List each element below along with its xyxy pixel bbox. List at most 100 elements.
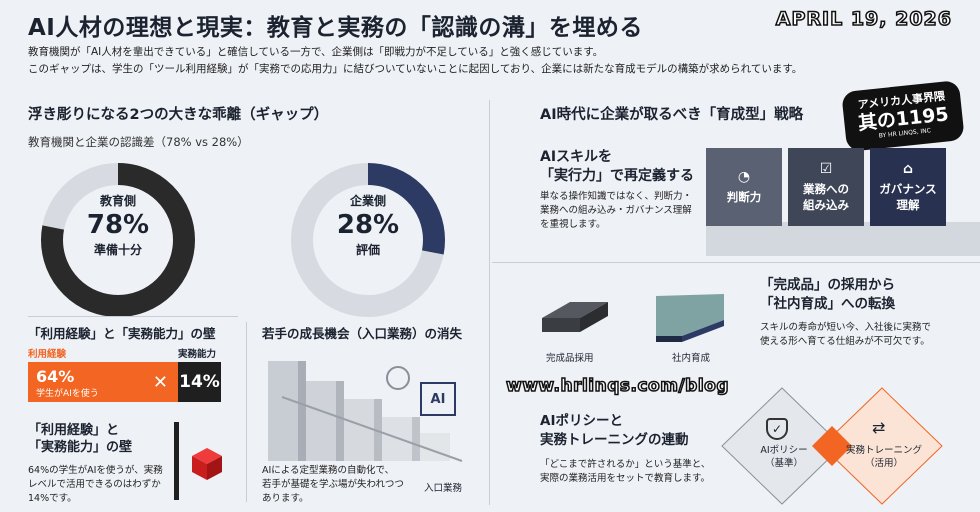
wall-text: 64%の学生がAIを使うが、実務 レベルで活用できるのはわずか 14%です。 [28, 464, 163, 506]
s3-text: 「どこまで許されるか」という基準と、 実際の業務活用をセットで教育します。 [540, 458, 710, 486]
s1-title-line-2: 「実行力」で再定義する [540, 168, 694, 184]
s2-title-line-2: 「社内育成」への転換 [760, 296, 895, 312]
intro-line-2: このギャップは、学生の「ツール利用経験」が「実務での応用力」に結びついていないこ… [28, 63, 803, 75]
skill-box-label: 判断力 [726, 190, 762, 204]
exchange-icon: ⇄ [872, 418, 886, 437]
usage-bar-orange: 64% 学生がAIを使う ✕ [28, 362, 178, 402]
growth-entry-label: 入口業務 [424, 483, 463, 494]
growth-text-line-3: あります。 [262, 493, 309, 504]
s1-text-line-3: を重視します。 [540, 219, 606, 230]
donut-business-arc [291, 163, 445, 317]
growth-text: AIによる定型業務の自動化で、 若手が基礎を学ぶ場が失われつつ あります。 [262, 464, 404, 506]
strategy-heading: AI時代に企業が取るべき「育成型」戦略 [540, 107, 804, 123]
s3-title: AIポリシーと 実務トレーニングの連動 [540, 412, 689, 450]
step-blocks [268, 361, 450, 461]
finished-product-label: 完成品採用 [546, 353, 594, 364]
wall-text-line-2: レベルで活用できるのはわずか [28, 479, 161, 490]
donut-education [41, 163, 195, 317]
diamond-a-line-2: （基準） [764, 458, 803, 469]
left-divider [28, 316, 238, 317]
column-divider [489, 100, 490, 505]
donut-education-caption: 準備十分 [93, 243, 142, 257]
document-check-icon: ☑ [819, 161, 833, 177]
s1-text: 単なる操作知識ではなく、判断力・ 業務への組み込み・ガバナンス理解 を重視します… [540, 190, 692, 232]
growth-heading: 若手の成長機会（入口業務）の消失 [262, 326, 463, 341]
growth-text-line-1: AIによる定型業務の自動化で、 [262, 465, 395, 476]
s2-text-line-2: 使える形へ育てる仕組みが不可欠です。 [760, 336, 930, 347]
ai-chip-icon: AI [420, 382, 456, 416]
skill-box-governance: ⌂ ガバナンス 理解 [870, 148, 946, 226]
donut-business-caption: 評価 [355, 243, 380, 257]
s2-text: スキルの寿命が短い今、入社後に実務で 使える形へ育てる仕組みが不可欠です。 [760, 321, 931, 349]
bar-left-label: 利用経験 [28, 349, 67, 360]
donut-education-value: 78% [86, 210, 150, 240]
date-label: APRIL 19, 2026 [775, 7, 952, 31]
shield-check-icon: ✓ [766, 418, 788, 440]
bar-left-value: 64% [36, 367, 75, 386]
bar-right-value: 14% [178, 362, 221, 402]
bank-icon: ⌂ [902, 161, 914, 177]
wall-heading-2: 「利用経験」と 「実務能力」の壁 [28, 422, 132, 456]
url-watermark: www.hrlinqs.com/blog [505, 375, 729, 397]
left-vertical-divider [246, 322, 247, 502]
donut-business [291, 163, 445, 317]
donut-business-label: 企業側 28% 評価 [288, 192, 448, 258]
usage-bar: 64% 学生がAIを使う ✕ 14% [28, 362, 221, 402]
declining-steps-illustration [268, 361, 463, 462]
s2-title: 「完成品」の採用から 「社内育成」への転換 [760, 276, 895, 314]
s1-text-line-1: 単なる操作知識ではなく、判断力・ [540, 191, 693, 202]
donut-education-title: 教育側 [99, 194, 136, 208]
s1-title-line-1: AIスキルを [540, 149, 613, 165]
finished-product-block [542, 302, 608, 332]
diamond-a-label: AIポリシー （基準） [744, 444, 824, 470]
s2-text-line-1: スキルの寿命が短い今、入社後に実務で [760, 322, 932, 333]
wall-text-line-3: 14%です。 [28, 493, 77, 504]
hiring-illustration [542, 294, 724, 342]
wall-heading-2-line-1: 「利用経験」と [28, 423, 120, 438]
bar-left-caption: 学生がAIを使う [36, 389, 99, 399]
tools-icon: ✕ [152, 372, 168, 393]
skill-box-integration: ☑ 業務への 組み込み [788, 148, 864, 226]
gap-heading: 浮き彫りになる2つの大きな乖離（ギャップ） [28, 107, 329, 123]
s2-title-line-1: 「完成品」の採用から [760, 277, 895, 293]
series-stamp: アメリカ人事界隈 其の1195 BY HR LINQS, INC [841, 79, 965, 153]
diamond-b-line-2: （活用） [864, 458, 903, 469]
s3-text-line-1: 「どこまで許されるか」という基準と、 [540, 459, 711, 470]
donut-business-title: 企業側 [349, 194, 386, 208]
wall-text-line-1: 64%の学生がAIを使うが、実務 [28, 465, 163, 476]
in-house-label: 社内育成 [672, 353, 711, 364]
s3-title-line-1: AIポリシーと [540, 413, 623, 429]
donut-education-label: 教育側 78% 準備十分 [38, 192, 198, 258]
page-title: AI人材の理想と現実：教育と実務の「認識の溝」を埋める [28, 15, 643, 41]
s3-text-line-2: 実際の業務活用をセットで教育します。 [540, 473, 711, 484]
gap-subheading: 教育機関と企業の認識差（78% vs 28%） [28, 135, 249, 149]
pie-chart-icon: ◔ [737, 169, 751, 185]
diamond-training [821, 387, 943, 505]
s1-text-line-2: 業務への組み込み・ガバナンス理解 [540, 205, 692, 216]
skill-box-judgment: ◔ 判断力 [706, 148, 782, 226]
wall-heading-2-line-2: 「実務能力」の壁 [28, 440, 133, 455]
gear-icon [386, 366, 410, 390]
growth-text-line-2: 若手が基礎を学ぶ場が失われつつ [262, 479, 404, 490]
cube-icon [192, 448, 222, 480]
skill-box-label: ガバナンス 理解 [879, 182, 937, 212]
donut-education-arc [41, 163, 195, 317]
wall-bar-icon [174, 422, 179, 500]
intro-text: 教育機関が「AI人材を輩出できている」と確信している一方で、企業側は「即戦力が不… [28, 44, 928, 78]
diamond-a-line-1: AIポリシー [760, 445, 808, 456]
donut-business-value: 28% [336, 210, 400, 240]
diamond-b-label: 実務トレーニング （活用） [842, 444, 926, 470]
diamond-overlap [812, 426, 852, 466]
bar-right-label: 実務能力 [178, 349, 217, 360]
diamond-b-line-1: 実務トレーニング [845, 445, 922, 456]
skill-box-label: 業務への 組み込み [803, 182, 849, 212]
s1-title: AIスキルを 「実行力」で再定義する [540, 148, 694, 186]
diamond-policy [721, 387, 843, 505]
in-house-block [656, 294, 724, 342]
s3-title-line-2: 実務トレーニングの連動 [540, 432, 689, 448]
wall-heading: 「利用経験」と「実務能力」の壁 [28, 326, 216, 341]
policy-training-diagram [721, 387, 943, 505]
skill-boxes: ◔ 判断力 ☑ 業務への 組み込み ⌂ ガバナンス 理解 [706, 148, 946, 226]
intro-line-1: 教育機関が「AI人材を輩出できている」と確信している一方で、企業側は「即戦力が不… [28, 46, 604, 58]
stair-base [706, 222, 980, 256]
